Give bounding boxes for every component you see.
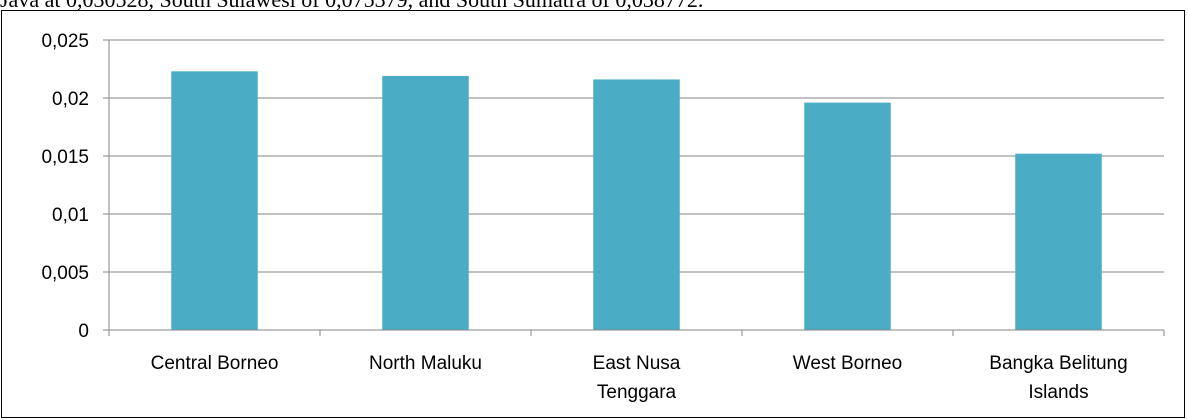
axes (103, 39, 1165, 336)
x-tick-label-line: Central Borneo (151, 353, 279, 374)
x-tick-label-line: West Borneo (793, 353, 902, 374)
x-tick-labels: Central Borneo North Maluku East Nusa Tengg… (151, 353, 1128, 403)
x-tick-label-line: Bangka Belitung (989, 353, 1127, 374)
x-tick-label-line: East Nusa (593, 353, 681, 374)
y-tick-label: 0,02 (52, 89, 89, 110)
y-tick-label: 0,025 (41, 31, 89, 52)
caption-text: Java at 0,030528, South Sulawesi of 0,07… (0, 0, 1188, 13)
bar (171, 71, 258, 330)
x-tick-label: West Borneo (793, 353, 902, 374)
x-tick-label: North Maluku (369, 353, 482, 374)
y-tick-label: 0 (78, 321, 89, 342)
chart-frame (1, 10, 1185, 418)
x-tick-label: Bangka Belitung Islands (989, 353, 1127, 403)
x-tick-label: Central Borneo (151, 353, 279, 374)
bar (804, 102, 891, 330)
x-tick-label: East Nusa Tenggara (593, 353, 681, 403)
bar (1015, 153, 1102, 330)
x-tick-label-line: Islands (1028, 382, 1088, 403)
y-tick-label: 0,01 (52, 205, 89, 226)
bar (382, 75, 469, 331)
y-tick-label: 0,005 (41, 263, 89, 284)
y-tick-label: 0,015 (41, 147, 89, 168)
y-tick-labels: 0 0,005 0,01 0,015 0,02 0,025 (41, 31, 89, 342)
bars (171, 71, 1102, 331)
x-tick-label-line: Tenggara (597, 382, 677, 403)
bar (593, 79, 680, 330)
x-tick-label-line: North Maluku (369, 353, 482, 374)
